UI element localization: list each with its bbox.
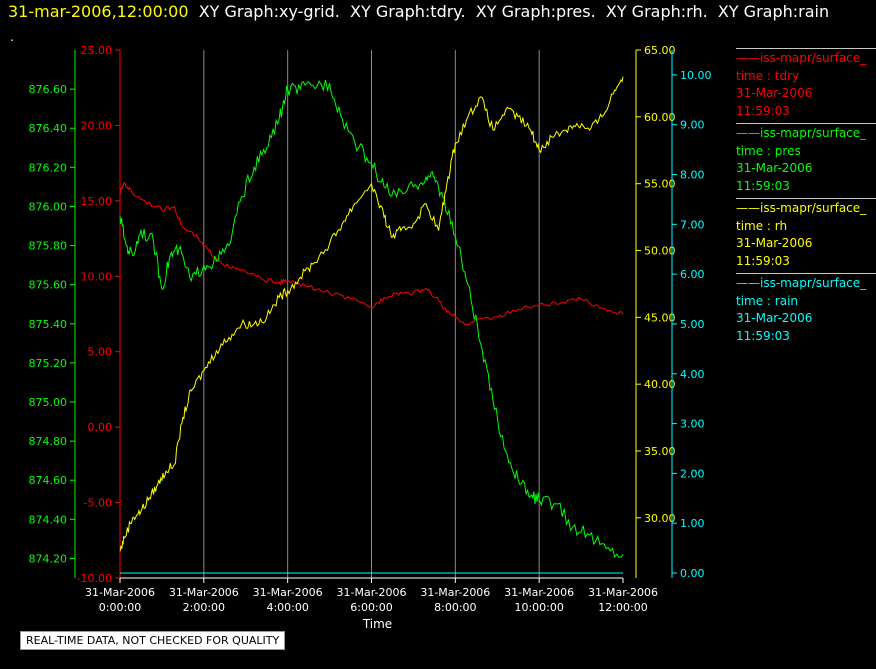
dot-marker: . <box>10 30 14 44</box>
pres-tick-label: 875.80 <box>29 240 68 253</box>
legend-date: 31-Mar-2006 <box>736 161 813 175</box>
rh-tick-label: 65.00 <box>644 44 676 57</box>
rain-tick-label: 6.00 <box>680 268 705 281</box>
x-tick-date: 31-Mar-2006 <box>504 586 574 599</box>
rh-tick-label: 50.00 <box>644 245 676 258</box>
legend-date: 31-Mar-2006 <box>736 236 813 250</box>
pres-tick-label: 876.20 <box>29 161 68 174</box>
tdry-tick-label: 20.00 <box>81 119 113 132</box>
legend-entry-4: ——iss-mapr/surface_time : rain 31-Mar-200… <box>736 273 876 345</box>
legend-entry-2: ——iss-mapr/surface_time : pres 31-Mar-200… <box>736 123 876 195</box>
legend-source: ——iss-mapr/surface_ <box>736 276 867 290</box>
tdry-tick-label: 15.00 <box>81 195 113 208</box>
pres-tick-label: 875.60 <box>29 279 68 292</box>
legend-time: 11:59:03 <box>736 178 790 193</box>
legend-source: ——iss-mapr/surface_ <box>736 51 867 65</box>
x-tick-time: 10:00:00 <box>514 601 563 614</box>
legend-entry-1: ——iss-mapr/surface_time : tdry 31-Mar-200… <box>736 48 876 120</box>
x-tick-time: 2:00:00 <box>183 601 225 614</box>
graph-title-bar: 31-mar-2006,12:00:00 XY Graph:xy-grid. X… <box>8 2 829 21</box>
x-tick-date: 31-Mar-2006 <box>169 586 239 599</box>
rh-tick-label: 40.00 <box>644 378 676 391</box>
pres-tick-label: 874.60 <box>29 474 68 487</box>
rh-tick-label: 30.00 <box>644 512 676 525</box>
pres-tick-label: 874.40 <box>29 513 68 526</box>
rh-tick-label: 45.00 <box>644 311 676 324</box>
rh-tick-label: 60.00 <box>644 111 676 124</box>
series-line-pres <box>119 79 624 559</box>
rain-tick-label: 3.00 <box>680 418 705 431</box>
rain-tick-label: 5.00 <box>680 318 705 331</box>
legend-source: ——iss-mapr/surface_ <box>736 201 867 215</box>
rain-tick-label: 1.00 <box>680 517 705 530</box>
rain-tick-label: 9.00 <box>680 119 705 132</box>
pres-tick-label: 875.00 <box>29 396 68 409</box>
pres-tick-label: 875.40 <box>29 318 68 331</box>
rain-tick-label: 7.00 <box>680 218 705 231</box>
pres-tick-label: 874.80 <box>29 435 68 448</box>
legend-source: ——iss-mapr/surface_ <box>736 126 867 140</box>
rain-tick-label: 8.00 <box>680 169 705 182</box>
x-tick-date: 31-Mar-2006 <box>337 586 407 599</box>
x-tick-date: 31-Mar-2006 <box>85 586 155 599</box>
x-tick-time: 8:00:00 <box>434 601 476 614</box>
legend-time: 11:59:03 <box>736 328 790 343</box>
rh-tick-label: 55.00 <box>644 178 676 191</box>
x-tick-date: 31-Mar-2006 <box>588 586 658 599</box>
rain-tick-label: 4.00 <box>680 368 705 381</box>
x-tick-time: 0:00:00 <box>99 601 141 614</box>
pres-tick-label: 876.60 <box>29 83 68 96</box>
tdry-tick-label: 5.00 <box>88 346 113 359</box>
tdry-tick-label: 0.00 <box>88 421 113 434</box>
graph-name-4: XY Graph:rh. <box>605 2 708 21</box>
legend: ——iss-mapr/surface_ time : tdry 31-Mar-200… <box>736 48 876 348</box>
series-line-rh <box>119 76 624 552</box>
legend-variable: time : rain <box>736 293 799 308</box>
series-line-tdry <box>119 181 624 326</box>
legend-variable: time : pres <box>736 143 801 158</box>
legend-variable: time : rh <box>736 218 788 233</box>
graph-name-3: XY Graph:pres. <box>475 2 596 21</box>
graph-name-2: XY Graph:tdry. <box>350 2 466 21</box>
rh-tick-label: 35.00 <box>644 445 676 458</box>
quality-note: REAL-TIME DATA, NOT CHECKED FOR QUALITY <box>20 631 286 650</box>
tdry-tick-label: 10.00 <box>81 270 113 283</box>
x-axis-label: Time <box>362 617 392 631</box>
legend-date: 31-Mar-2006 <box>736 311 813 325</box>
x-tick-date: 31-Mar-2006 <box>420 586 490 599</box>
legend-time: 11:59:03 <box>736 103 790 118</box>
x-tick-time: 12:00:00 <box>598 601 647 614</box>
rain-tick-label: 2.00 <box>680 467 705 480</box>
x-tick-time: 4:00:00 <box>266 601 308 614</box>
legend-date: 31-Mar-2006 <box>736 86 813 100</box>
graph-name-1: XY Graph:xy-grid. <box>198 2 340 21</box>
pres-tick-label: 875.20 <box>29 357 68 370</box>
legend-entry-3: ——iss-mapr/surface_time : rh 31-Mar-2006 1… <box>736 198 876 270</box>
pres-tick-label: 876.00 <box>29 200 68 213</box>
x-tick-time: 6:00:00 <box>350 601 392 614</box>
pres-tick-label: 874.20 <box>29 552 68 565</box>
x-tick-date: 31-Mar-2006 <box>253 586 323 599</box>
pres-tick-label: 876.40 <box>29 122 68 135</box>
timestamp: 31-mar-2006,12:00:00 <box>8 2 189 21</box>
tdry-tick-label: 25.00 <box>81 44 113 57</box>
legend-variable: time : tdry <box>736 68 800 83</box>
rain-tick-label: 10.00 <box>680 69 712 82</box>
rain-tick-label: 0.00 <box>680 567 705 580</box>
graph-name-5: XY Graph:rain <box>717 2 830 21</box>
legend-time: 11:59:03 <box>736 253 790 268</box>
tdry-tick-label: -10.00 <box>77 572 112 585</box>
tdry-tick-label: -5.00 <box>84 497 112 510</box>
